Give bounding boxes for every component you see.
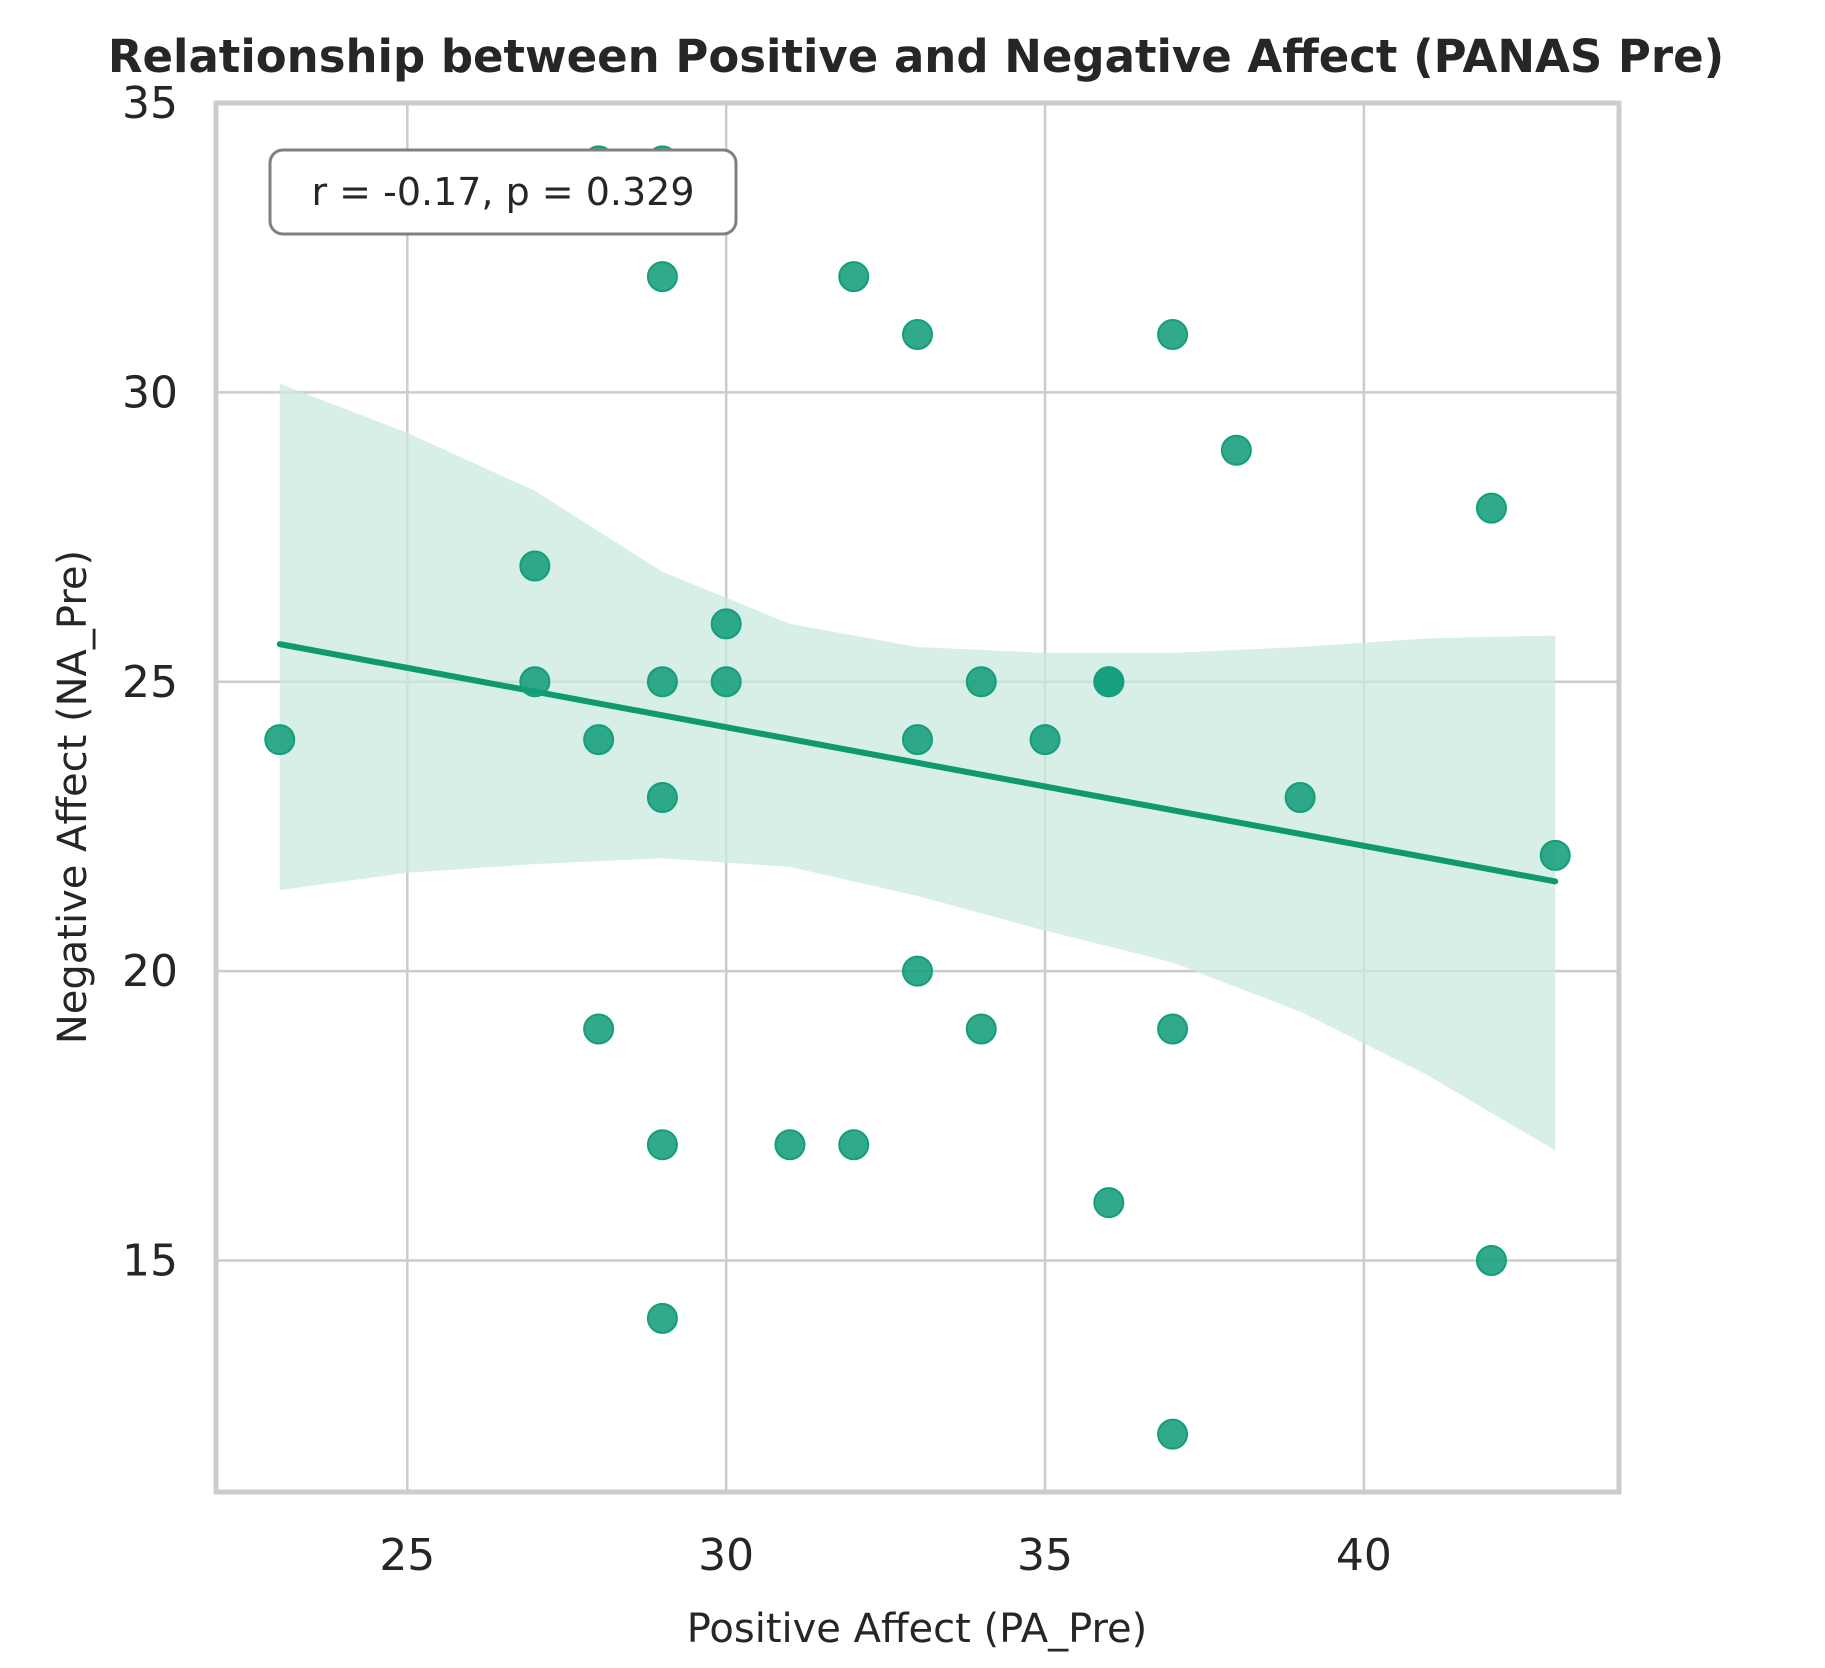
y-tick-label: 20 (122, 946, 178, 997)
scatter-point (1157, 1013, 1189, 1045)
scatter-point (1539, 839, 1571, 871)
x-axis-label: Positive Affect (PA_Pre) (687, 1606, 1148, 1652)
confidence-band-area (279, 383, 1556, 1151)
y-tick-label: 30 (122, 367, 178, 418)
scatter-point (646, 1302, 678, 1334)
stats-annotation: r = -0.17, p = 0.329 (268, 148, 738, 236)
scatter-point (583, 724, 615, 756)
scatter-point (1475, 492, 1507, 524)
stats-annotation-box (268, 148, 738, 236)
regression-line-group (276, 641, 1559, 885)
scatter-point (902, 319, 933, 350)
tick-labels: 25 30 35 40 15 20 25 30 35 (122, 78, 1392, 1581)
scatter-point (838, 261, 870, 293)
scatter-point (519, 666, 551, 698)
y-tick-label: 15 (122, 1236, 178, 1287)
x-tick-label: 25 (379, 1530, 435, 1581)
scatter-point (1220, 434, 1252, 466)
y-tick-label: 25 (122, 657, 178, 708)
scatter-point (646, 1129, 678, 1161)
scatter-point (1157, 319, 1189, 350)
x-tick-label: 40 (1336, 1530, 1392, 1581)
scatter-point (710, 608, 742, 640)
scatter-point (1093, 1187, 1125, 1219)
confidence-band (279, 383, 1556, 1151)
scatter-point (965, 666, 997, 698)
scatter-point (1157, 1418, 1189, 1450)
regression-line (276, 641, 1559, 885)
scatter-point (646, 666, 678, 698)
scatter-point (264, 724, 296, 756)
scatter-point (710, 666, 742, 698)
scatter-point (1475, 1245, 1507, 1276)
scatter-point (583, 1013, 615, 1045)
scatter-point (646, 782, 678, 813)
x-tick-label: 35 (1017, 1530, 1073, 1581)
scatter-point (519, 550, 551, 582)
scatter-point (965, 1013, 997, 1045)
scatter-point (646, 261, 678, 293)
scatter-point (902, 955, 933, 987)
y-tick-label: 35 (122, 78, 178, 129)
stats-annotation-text: r = -0.17, p = 0.329 (311, 170, 694, 214)
x-tick-label: 30 (698, 1530, 754, 1581)
scatter-point (902, 724, 933, 756)
chart-title: Relationship between Positive and Negati… (108, 30, 1724, 83)
scatter-point (1284, 782, 1316, 813)
y-axis-label: Negative Affect (NA_Pre) (50, 550, 96, 1044)
scatter-point (774, 1129, 806, 1161)
plot-frame (213, 100, 1622, 1495)
scatter-point (1029, 724, 1061, 756)
scatter-point (838, 1129, 870, 1161)
scatter-point (1093, 666, 1125, 698)
